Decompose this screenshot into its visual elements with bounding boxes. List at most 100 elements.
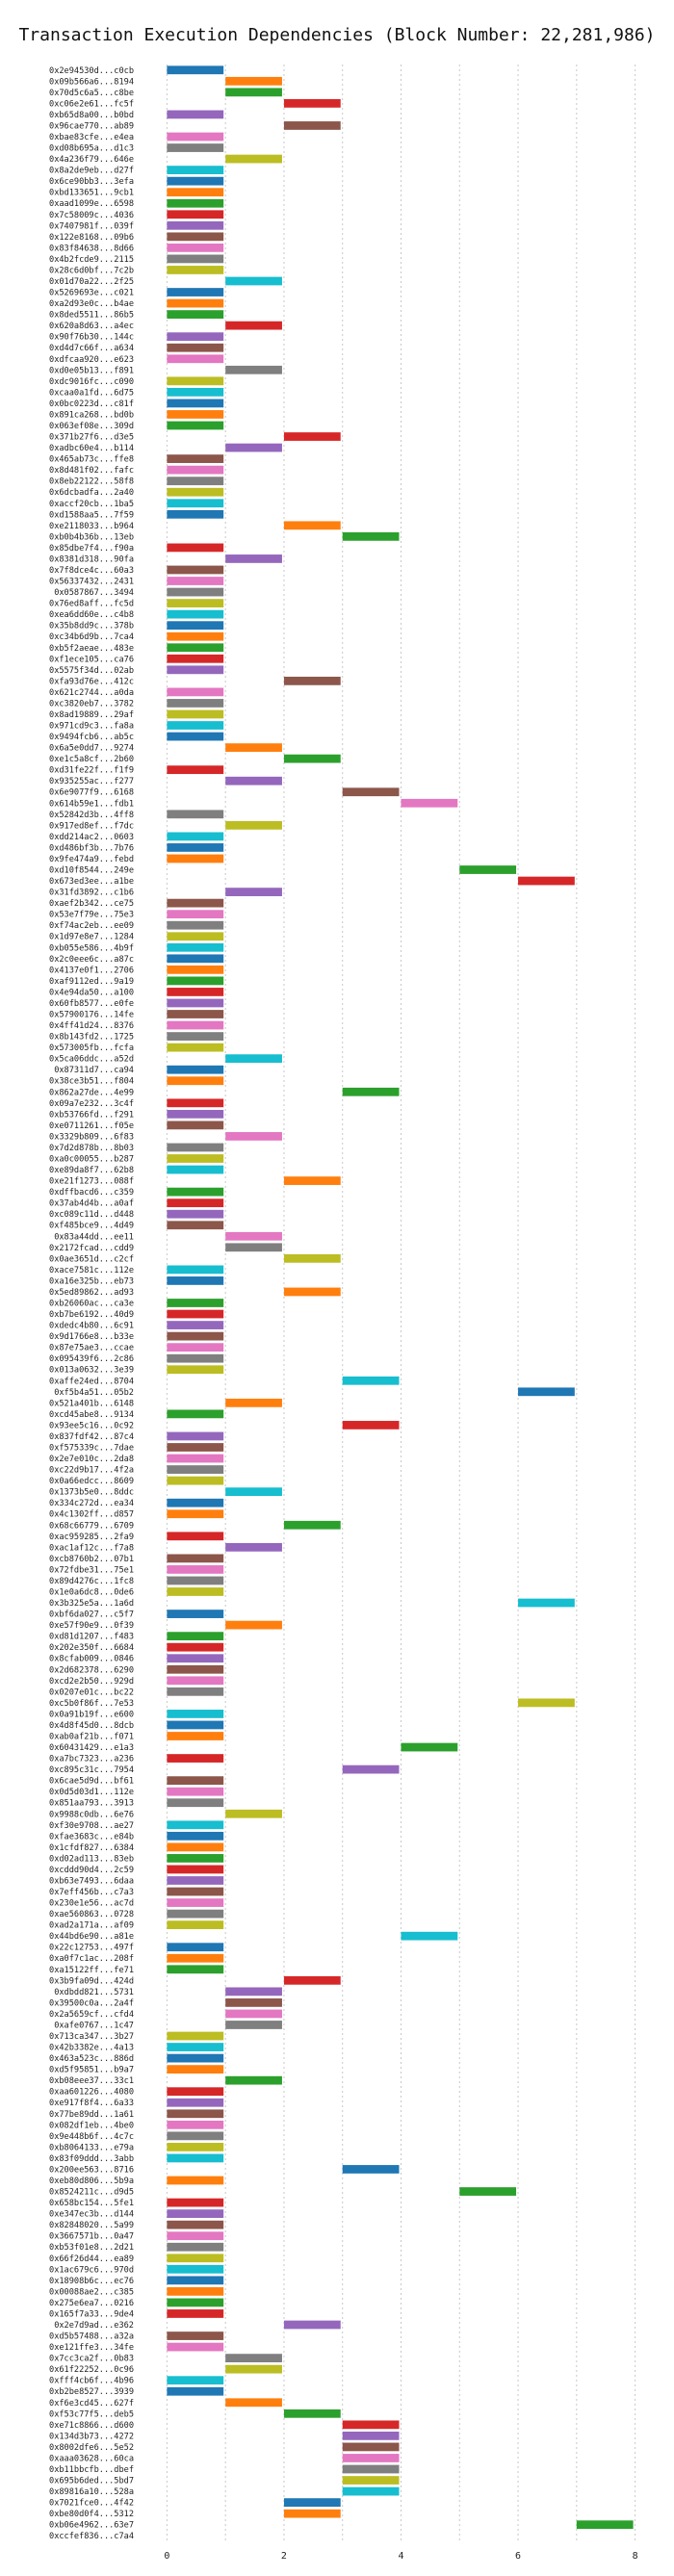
y-tick-label: 0x063ef08e...309d [49,422,134,431]
y-tick-label: 0xc3820eb7...3782 [49,699,134,708]
y-tick-label: 0x38ce3b51...f804 [49,1077,134,1087]
execution-bar [167,188,224,197]
y-tick-label: 0x87311d7...ca94 [54,1066,134,1075]
execution-bar [167,1165,224,1174]
execution-bar [167,132,224,142]
execution-bar [167,2276,224,2285]
y-tick-label: 0x1cfdf827...6384 [49,1843,134,1853]
execution-bar [225,276,282,286]
y-tick-label: 0xd31fe22f...f1f9 [49,766,134,776]
y-tick-label: 0xab0af21b...f071 [49,1732,134,1741]
execution-bar [167,1565,224,1574]
y-tick-label: 0xd81d1207...f483 [49,1633,134,1642]
execution-bar [225,820,282,830]
execution-bar [225,443,282,452]
y-tick-label: 0x2172fcad...cdd9 [49,1244,134,1253]
y-tick-label: 0xa2d93e0c...b4ae [49,299,134,309]
y-tick-label: 0x66f26d44...ea89 [49,2254,134,2264]
y-tick-label: 0x31fd3892...c1b6 [49,889,134,898]
execution-bar [283,121,341,130]
execution-bar [283,754,341,763]
y-tick-label: 0x7c58009c...4036 [49,211,134,220]
y-tick-label: 0xf485bce9...4d49 [49,1222,134,1231]
y-tick-label: 0x082df1eb...4be0 [49,2121,134,2130]
execution-bar [283,1287,341,1297]
y-tick-label: 0xf53c77f5...deb5 [49,2409,134,2419]
y-tick-label: 0x4b2fcde9...2115 [49,255,134,265]
execution-bar [167,465,224,475]
execution-bar [167,643,224,653]
y-tick-label: 0x83f09ddd...3abb [49,2154,134,2164]
y-tick-label: 0x200ee563...8716 [49,2165,134,2175]
y-tick-label: 0x8ded5511...86b5 [49,311,134,321]
y-tick-label: 0xd1588aa5...7f59 [49,510,134,520]
y-tick-label: 0x18908b6c...ec76 [49,2277,134,2286]
execution-bar [225,2075,282,2085]
y-tick-label: 0xe21f1273...088f [49,1177,134,1187]
y-tick-label: 0x8cfab009...0846 [49,1655,134,1664]
execution-bar [225,776,282,786]
execution-bar [167,1187,224,1197]
execution-bar [167,310,224,319]
y-tick-label: 0xb8064133...e79a [49,2143,134,2152]
y-tick-label: 0x0a66edcc...8609 [49,1477,134,1486]
y-tick-label: 0x4a236f79...646e [49,155,134,165]
y-tick-label: 0x621c2744...a0da [49,688,134,698]
execution-bar [225,1231,282,1241]
execution-bar [167,1654,224,1663]
y-tick-label: 0x6dcbadfa...2a40 [49,488,134,498]
y-tick-label: 0x09b566a6...8194 [49,77,134,87]
x-tick-label: 6 [515,2551,521,2562]
execution-bar [167,1831,224,1841]
y-tick-label: 0x60fb8577...e0fe [49,999,134,1009]
execution-bar [225,1987,282,1996]
execution-bar [167,1443,224,1452]
y-tick-label: 0x89816a10...528a [49,2487,134,2497]
y-tick-label: 0x8d481f02...fafc [49,466,134,476]
execution-bar [225,2364,282,2374]
execution-bar [167,1732,224,1740]
y-tick-label: 0xb53f01e8...2d21 [49,2243,134,2253]
execution-bar [401,1742,458,1752]
y-tick-label: 0x8ad19889...29af [49,710,134,720]
execution-bar [518,1598,575,1608]
y-tick-label: 0x7eff456b...c7a3 [49,1888,134,1897]
execution-bar [167,166,224,174]
execution-bar [167,721,224,730]
y-tick-label: 0x917ed8ef...f7dc [49,821,134,831]
y-tick-label: 0xe2118033...b964 [49,522,134,531]
y-tick-label: 0x673ed3ee...a1be [49,877,134,887]
y-tick-label: 0x658bc154...5fe1 [49,2199,134,2208]
y-tick-label: 0xdc9016fc...c090 [49,377,134,387]
y-tick-label: 0xea6dd60e...c4b8 [49,610,134,620]
execution-bar [167,343,224,352]
execution-bar [167,1498,224,1507]
execution-bar [167,1265,224,1275]
execution-bar [225,743,282,752]
y-tick-label: 0xbd133651...9cb1 [49,189,134,198]
y-tick-label: 0xf30e9708...ae27 [49,1821,134,1831]
execution-bar [167,65,224,75]
y-tick-label: 0x60431429...e1a3 [49,1743,134,1753]
execution-bar [167,810,224,819]
execution-bar [225,1998,282,2007]
y-tick-label: 0x3329b809...6f83 [49,1132,134,1142]
execution-bar [167,1943,224,1952]
execution-bar [167,232,224,242]
y-tick-label: 0xe1c5a8cf...2b60 [49,755,134,764]
execution-bar [167,1454,224,1463]
execution-bar [167,387,224,397]
execution-bar [225,1054,282,1064]
execution-bar [283,2509,341,2518]
execution-bar [167,1154,224,1163]
execution-bar [342,787,400,797]
execution-bar [167,565,224,575]
execution-bar [167,1632,224,1641]
execution-bar [167,965,224,974]
execution-bar [167,1842,224,1852]
execution-bar [283,2409,341,2418]
execution-bar [167,1331,224,1341]
execution-bar [283,2498,341,2508]
